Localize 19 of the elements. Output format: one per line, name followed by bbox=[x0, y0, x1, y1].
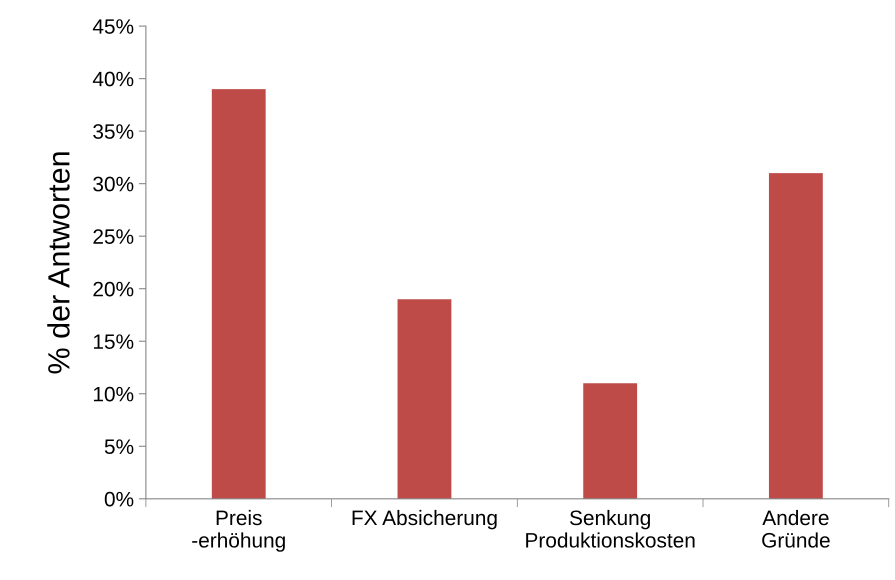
x-tick-label: FX Absicherung bbox=[352, 510, 497, 530]
bar bbox=[398, 299, 452, 499]
y-tick-label: 15% bbox=[94, 334, 134, 349]
y-tick-label: 10% bbox=[94, 386, 134, 402]
x-tick-label: Senkung Produktionskosten bbox=[526, 510, 695, 548]
bar bbox=[212, 89, 266, 499]
y-tick-label: 0% bbox=[104, 492, 134, 507]
bar bbox=[583, 383, 638, 499]
x-tick-label: Andere Gründe bbox=[762, 510, 830, 548]
y-tick-label: 45% bbox=[92, 19, 134, 34]
y-axis-title: % der Antworten bbox=[47, 152, 70, 374]
y-tick-label: 20% bbox=[93, 282, 134, 296]
y-tick-label: 35% bbox=[93, 124, 134, 139]
bar bbox=[768, 173, 823, 499]
y-tick-label: 30% bbox=[93, 176, 134, 192]
y-tick-label: 5% bbox=[104, 439, 134, 454]
y-tick-label: 40% bbox=[92, 72, 134, 86]
x-tick-label: Preis -erhöhung bbox=[192, 510, 285, 552]
y-tick-label: 25% bbox=[93, 229, 134, 244]
